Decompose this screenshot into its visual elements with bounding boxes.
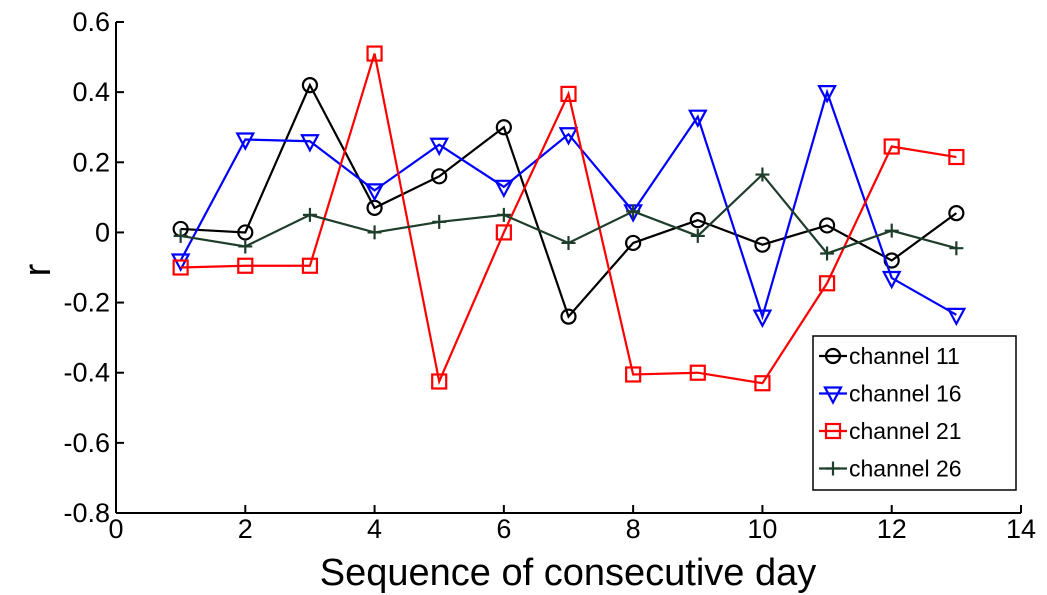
circle-marker (431, 168, 448, 185)
triangle-marker (946, 307, 967, 327)
plot-area (170, 45, 967, 392)
square-marker (301, 257, 319, 274)
circle-marker (689, 212, 706, 229)
triangle-marker (300, 134, 320, 153)
legend-label: channel 26 (849, 456, 962, 482)
circle-marker (948, 205, 965, 222)
legend-entry: channel 26 (819, 456, 962, 482)
x-tick-label: 10 (747, 514, 777, 544)
y-tick-label: -0.2 (63, 288, 110, 318)
series-channel-26 (173, 167, 964, 261)
plus-marker (367, 225, 382, 240)
x-tick-label: 12 (877, 514, 907, 544)
y-tick-label: 0.2 (72, 147, 110, 177)
square-marker (431, 373, 448, 390)
plus-marker (820, 246, 835, 261)
triangle-marker (881, 270, 902, 290)
square-marker (818, 275, 836, 292)
x-tick-label: 8 (626, 514, 641, 544)
plus-marker (238, 239, 253, 254)
square-marker (689, 364, 706, 381)
y-axis-title: r (17, 263, 59, 276)
y-tick-label: 0 (95, 217, 110, 247)
y-tick-label: -0.8 (63, 498, 110, 528)
circle-marker (560, 308, 577, 325)
y-tick-label: 0.6 (72, 7, 110, 37)
triangle-marker (170, 253, 191, 272)
plus-marker (432, 214, 447, 229)
x-tick-label: 6 (496, 514, 511, 544)
legend-label: channel 11 (849, 343, 960, 369)
legend-entry: channel 11 (819, 343, 960, 369)
square-marker (754, 375, 771, 392)
plus-marker (884, 223, 899, 238)
circle-marker (301, 77, 319, 94)
square-marker (366, 45, 383, 62)
y-tick-label: -0.4 (63, 358, 110, 388)
plus-marker (949, 241, 964, 256)
triangle-marker (817, 85, 837, 104)
series-line (180, 82, 958, 319)
series-line (180, 53, 957, 386)
legend-entry: channel 16 (819, 381, 962, 407)
plus-marker (690, 228, 705, 243)
plus-marker (173, 228, 188, 243)
triangle-marker (494, 179, 514, 199)
series-line (179, 88, 957, 321)
x-tick-label: 0 (108, 514, 123, 544)
triangle-marker (364, 183, 385, 202)
legend: channel 11 channel 16 channel 21 channel 26 (812, 335, 1017, 491)
y-tick-label: 0.4 (72, 77, 110, 107)
axes: 0.60.40.20-0.2-0.4-0.6-0.80 2 4 6 8 10 12 14 (63, 7, 1036, 544)
circle-marker (824, 347, 842, 365)
x-tick-label: 4 (367, 514, 382, 544)
square-marker (883, 138, 900, 155)
x-tick-label: 2 (238, 514, 253, 544)
triangle-marker (429, 137, 450, 157)
series-channel-11 (172, 77, 965, 325)
plus-marker (755, 167, 770, 182)
circle-marker (495, 119, 512, 136)
circle-marker (625, 234, 642, 252)
triangle-marker (823, 386, 843, 405)
plus-marker (496, 207, 511, 222)
legend-label: channel 21 (849, 418, 962, 444)
legend-label: channel 16 (849, 381, 962, 407)
plus-marker (826, 461, 840, 476)
y-tick-label: -0.6 (63, 428, 110, 458)
triangle-marker (752, 309, 773, 328)
square-marker (495, 224, 512, 241)
plus-marker (302, 207, 317, 222)
square-marker (824, 422, 842, 440)
series-channel-21 (172, 45, 965, 392)
triangle-marker (687, 109, 708, 129)
triangle-marker (558, 127, 579, 146)
circle-marker (818, 217, 836, 234)
circle-marker (237, 224, 254, 241)
plus-marker (626, 204, 641, 219)
circle-marker (754, 236, 771, 253)
x-axis-title: Sequence of consecutive day (320, 552, 816, 594)
square-marker (625, 366, 642, 383)
series-channel-16 (170, 85, 967, 328)
legend-entry: channel 21 (819, 418, 962, 444)
square-marker (237, 257, 254, 274)
x-tick-label: 14 (1006, 514, 1036, 544)
square-marker (560, 85, 577, 102)
plus-marker (561, 235, 576, 250)
square-marker (948, 148, 965, 166)
legend-box (812, 335, 1017, 491)
triangle-marker (235, 132, 256, 151)
square-marker (172, 259, 189, 276)
